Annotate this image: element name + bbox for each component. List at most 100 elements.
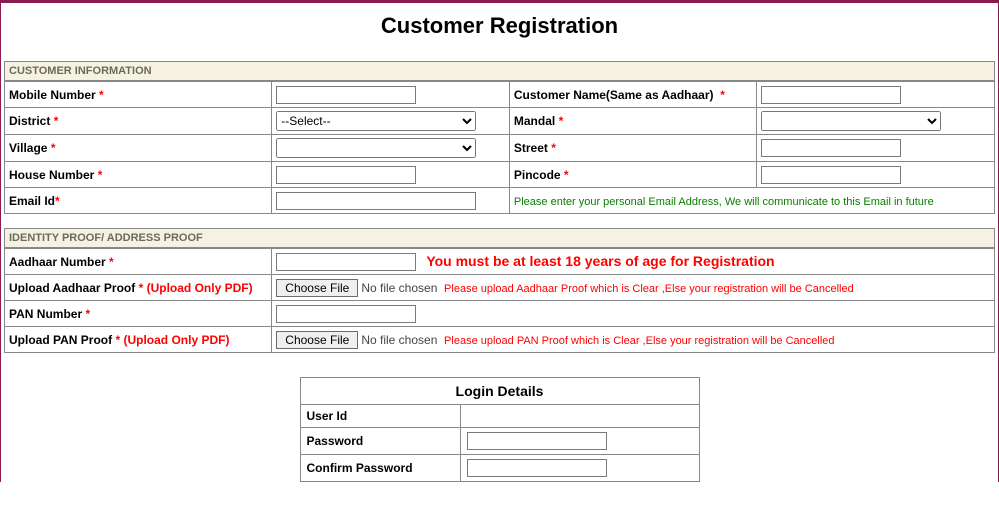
district-input-cell: --Select-- bbox=[272, 108, 510, 135]
mandal-label: Mandal bbox=[514, 114, 555, 128]
district-label-cell: District * bbox=[5, 108, 272, 135]
required-mark: * bbox=[559, 114, 564, 128]
mobile-input-cell bbox=[272, 82, 510, 108]
password-input[interactable] bbox=[467, 432, 607, 450]
upload-pan-cell: Choose File No file chosen Please upload… bbox=[272, 327, 995, 353]
userid-label: User Id bbox=[300, 405, 460, 428]
upload-aadhaar-label-cell: Upload Aadhaar Proof * (Upload Only PDF) bbox=[5, 275, 272, 301]
table-row: Upload Aadhaar Proof * (Upload Only PDF)… bbox=[5, 275, 995, 301]
aadhaar-choose-file-button[interactable]: Choose File bbox=[276, 279, 358, 297]
customer-name-input-cell bbox=[757, 82, 995, 108]
age-warning: You must be at least 18 years of age for… bbox=[426, 253, 774, 269]
login-header: Login Details bbox=[300, 378, 699, 405]
required-mark: * bbox=[564, 168, 569, 182]
table-row: User Id bbox=[300, 405, 699, 428]
mobile-label-cell: Mobile Number * bbox=[5, 82, 272, 108]
table-row: PAN Number * bbox=[5, 301, 995, 327]
street-label: Street bbox=[514, 141, 548, 155]
section-gap bbox=[4, 214, 995, 228]
upload-pdf-note: (Upload Only PDF) bbox=[123, 333, 229, 347]
upload-pdf-note: (Upload Only PDF) bbox=[147, 281, 253, 295]
village-select[interactable] bbox=[276, 138, 476, 158]
email-hint-cell: Please enter your personal Email Address… bbox=[509, 188, 994, 214]
customer-info-header: CUSTOMER INFORMATION bbox=[4, 61, 995, 81]
email-input-cell bbox=[272, 188, 510, 214]
district-label: District bbox=[9, 114, 50, 128]
upload-pan-label-cell: Upload PAN Proof * (Upload Only PDF) bbox=[5, 327, 272, 353]
table-row: Password bbox=[300, 428, 699, 455]
required-mark: * bbox=[51, 141, 56, 155]
village-label-cell: Village * bbox=[5, 135, 272, 162]
confirm-password-input[interactable] bbox=[467, 459, 607, 477]
identity-header: IDENTITY PROOF/ ADDRESS PROOF bbox=[4, 228, 995, 248]
pincode-label: Pincode bbox=[514, 168, 561, 182]
required-mark: * bbox=[55, 194, 60, 208]
aadhaar-upload-hint: Please upload Aadhaar Proof which is Cle… bbox=[444, 283, 854, 295]
village-label: Village bbox=[9, 141, 47, 155]
email-label: Email Id bbox=[9, 194, 55, 208]
table-row: Aadhaar Number * You must be at least 18… bbox=[5, 249, 995, 275]
confirm-password-label: Confirm Password bbox=[300, 455, 460, 482]
street-input-cell bbox=[757, 135, 995, 162]
email-hint: Please enter your personal Email Address… bbox=[514, 196, 934, 208]
aadhaar-input[interactable] bbox=[276, 253, 416, 271]
mandal-input-cell bbox=[757, 108, 995, 135]
customer-name-label-cell: Customer Name(Same as Aadhaar) * bbox=[509, 82, 757, 108]
table-row: Upload PAN Proof * (Upload Only PDF) Cho… bbox=[5, 327, 995, 353]
house-input[interactable] bbox=[276, 166, 416, 184]
table-row: House Number * Pincode * bbox=[5, 162, 995, 188]
upload-aadhaar-label: Upload Aadhaar Proof bbox=[9, 281, 135, 295]
pan-upload-hint: Please upload PAN Proof which is Clear ,… bbox=[444, 335, 834, 347]
table-row: District * --Select-- Mandal * bbox=[5, 108, 995, 135]
pan-label: PAN Number bbox=[9, 307, 82, 321]
mandal-select[interactable] bbox=[761, 111, 941, 131]
table-row: Email Id* Please enter your personal Ema… bbox=[5, 188, 995, 214]
district-select[interactable]: --Select-- bbox=[276, 111, 476, 131]
required-mark: * bbox=[54, 114, 59, 128]
required-mark: * bbox=[551, 141, 556, 155]
aadhaar-file-wrap: Choose File No file chosen bbox=[276, 279, 437, 297]
street-input[interactable] bbox=[761, 139, 901, 157]
mandal-label-cell: Mandal * bbox=[509, 108, 757, 135]
required-mark: * bbox=[98, 168, 103, 182]
page-title: Customer Registration bbox=[4, 13, 995, 39]
pan-choose-file-button[interactable]: Choose File bbox=[276, 331, 358, 349]
table-row: Village * Street * bbox=[5, 135, 995, 162]
street-label-cell: Street * bbox=[509, 135, 757, 162]
required-mark: * bbox=[720, 88, 725, 102]
customer-info-table: Mobile Number * Customer Name(Same as Aa… bbox=[4, 81, 995, 214]
house-label: House Number bbox=[9, 168, 94, 182]
pan-file-wrap: Choose File No file chosen bbox=[276, 331, 437, 349]
required-mark: * bbox=[115, 333, 120, 347]
identity-table: Aadhaar Number * You must be at least 18… bbox=[4, 248, 995, 353]
password-input-cell bbox=[460, 428, 699, 455]
email-input[interactable] bbox=[276, 192, 476, 210]
aadhaar-label-cell: Aadhaar Number * bbox=[5, 249, 272, 275]
required-mark: * bbox=[109, 255, 114, 269]
confirm-password-input-cell bbox=[460, 455, 699, 482]
password-label: Password bbox=[300, 428, 460, 455]
required-mark: * bbox=[85, 307, 90, 321]
pan-no-file-text: No file chosen bbox=[361, 333, 437, 347]
house-input-cell bbox=[272, 162, 510, 188]
login-table: Login Details User Id Password Confirm P… bbox=[300, 377, 700, 482]
pan-input[interactable] bbox=[276, 305, 416, 323]
userid-value-cell bbox=[460, 405, 699, 428]
aadhaar-input-cell: You must be at least 18 years of age for… bbox=[272, 249, 995, 275]
mobile-label: Mobile Number bbox=[9, 88, 96, 102]
pincode-input[interactable] bbox=[761, 166, 901, 184]
required-mark: * bbox=[139, 281, 144, 295]
village-input-cell bbox=[272, 135, 510, 162]
email-label-cell: Email Id* bbox=[5, 188, 272, 214]
pincode-label-cell: Pincode * bbox=[509, 162, 757, 188]
customer-name-input[interactable] bbox=[761, 86, 901, 104]
aadhaar-label: Aadhaar Number bbox=[9, 255, 106, 269]
pan-input-cell bbox=[272, 301, 995, 327]
upload-aadhaar-cell: Choose File No file chosen Please upload… bbox=[272, 275, 995, 301]
page-container: Customer Registration CUSTOMER INFORMATI… bbox=[0, 0, 999, 482]
pan-label-cell: PAN Number * bbox=[5, 301, 272, 327]
table-row: Mobile Number * Customer Name(Same as Aa… bbox=[5, 82, 995, 108]
mobile-input[interactable] bbox=[276, 86, 416, 104]
aadhaar-no-file-text: No file chosen bbox=[361, 281, 437, 295]
upload-pan-label: Upload PAN Proof bbox=[9, 333, 112, 347]
